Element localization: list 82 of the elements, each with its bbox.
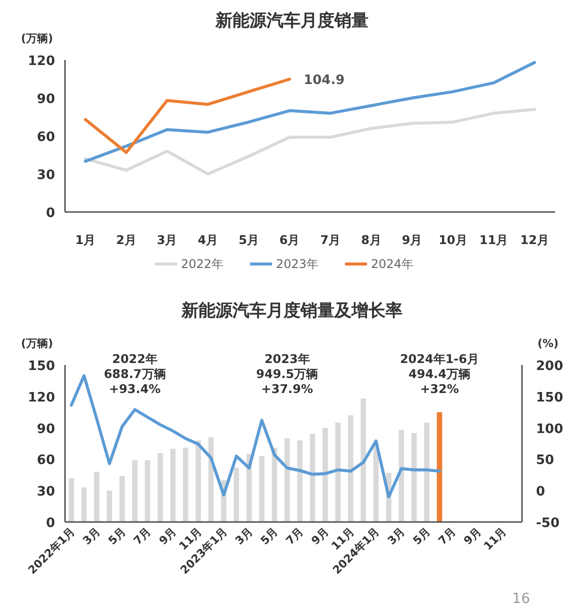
x-tick-label: 1月 xyxy=(75,233,96,247)
x-tick-label: 3月 xyxy=(80,524,103,548)
x-tick-label: 7月 xyxy=(436,524,458,548)
line-series xyxy=(84,78,292,154)
y-tick-label: 90 xyxy=(36,92,55,107)
y-tick-label: 90 xyxy=(36,422,55,437)
annotation: 2024年1-6月 494.4万辆 +32% xyxy=(400,352,480,396)
y2-tick-label: -50 xyxy=(536,516,560,531)
bar xyxy=(335,422,341,522)
bar xyxy=(424,422,430,522)
bar xyxy=(68,478,74,522)
y2-tick-label: 50 xyxy=(536,453,554,468)
bar xyxy=(398,430,404,522)
x-tick-label: 9月 xyxy=(308,524,332,548)
chart-title: 新能源汽车月度销量及增长率 xyxy=(180,301,402,321)
x-tick-label: 6月 xyxy=(279,233,300,247)
bar xyxy=(119,476,125,522)
bar xyxy=(170,448,176,522)
x-tick-label: 3月 xyxy=(156,233,178,247)
bar xyxy=(411,433,417,522)
x-tick-label: 3月 xyxy=(385,524,408,548)
x-tick-label: 9月 xyxy=(402,233,422,247)
annotation: 104.9 xyxy=(304,73,345,88)
y2-tick-label: 0 xyxy=(536,484,546,500)
bar xyxy=(348,415,354,522)
x-tick-label: 12月 xyxy=(520,233,549,247)
y2-axis-title: (%) xyxy=(537,337,559,350)
annotation: 2023年 949.5万辆 +37.9% xyxy=(256,352,318,396)
x-tick-label: 4月 xyxy=(198,233,218,247)
line-series xyxy=(84,61,536,163)
line-series xyxy=(84,108,536,176)
bar xyxy=(158,452,163,522)
bar xyxy=(182,448,188,522)
x-tick-label: 2月 xyxy=(116,233,136,247)
y2-tick-label: 150 xyxy=(536,390,564,406)
bar xyxy=(196,440,201,522)
bar xyxy=(322,428,328,522)
legend-label: 2024年 xyxy=(371,257,414,271)
y-tick-label: 60 xyxy=(36,130,55,145)
legend-label: 2022年 xyxy=(181,257,224,271)
y-tick-label: 30 xyxy=(36,484,55,500)
bar xyxy=(297,440,303,522)
x-tick-label: 11月 xyxy=(481,524,510,553)
y-tick-label: 30 xyxy=(36,168,55,183)
legend-label: 2023年 xyxy=(276,257,319,271)
bar xyxy=(360,398,366,522)
x-tick-label: 5月 xyxy=(258,524,281,548)
bar xyxy=(132,460,138,522)
x-tick-label: 8月 xyxy=(361,233,382,247)
y-tick-label: 0 xyxy=(46,516,55,531)
bar xyxy=(144,460,150,522)
bar xyxy=(234,468,240,522)
y-tick-label: 150 xyxy=(28,359,55,374)
bar xyxy=(284,438,290,522)
x-tick-label: 5月 xyxy=(410,524,433,548)
y-tick-label: 120 xyxy=(28,390,55,406)
x-tick-label: 5月 xyxy=(238,233,259,247)
y2-tick-label: 100 xyxy=(536,422,564,437)
chart-title: 新能源汽车月度销量 xyxy=(214,11,368,31)
x-tick-label: 3月 xyxy=(232,524,256,548)
text: 16 xyxy=(512,591,530,607)
bar xyxy=(310,434,316,522)
y-tick-label: 0 xyxy=(46,206,55,221)
x-tick-label: 10月 xyxy=(438,233,468,247)
bar xyxy=(436,412,442,522)
x-tick-label: 9月 xyxy=(156,524,180,548)
bar xyxy=(106,490,112,522)
x-tick-label: 9月 xyxy=(461,524,484,548)
x-tick-label: 7月 xyxy=(320,233,341,247)
y2-tick-label: 200 xyxy=(536,359,564,374)
bar xyxy=(81,487,87,522)
y-axis-title: (万辆) xyxy=(20,32,54,45)
annotation: 2022年 688.7万辆 +93.4% xyxy=(104,352,166,396)
y-tick-label: 60 xyxy=(36,453,55,468)
x-tick-label: 7月 xyxy=(284,524,306,548)
bar xyxy=(94,472,100,522)
bar xyxy=(259,456,264,522)
x-tick-label: 5月 xyxy=(106,524,128,548)
y-tick-label: 120 xyxy=(28,54,55,69)
x-tick-label: 7月 xyxy=(131,524,154,548)
x-tick-label: 11月 xyxy=(479,233,508,247)
y-axis-title: (万辆) xyxy=(20,337,54,350)
